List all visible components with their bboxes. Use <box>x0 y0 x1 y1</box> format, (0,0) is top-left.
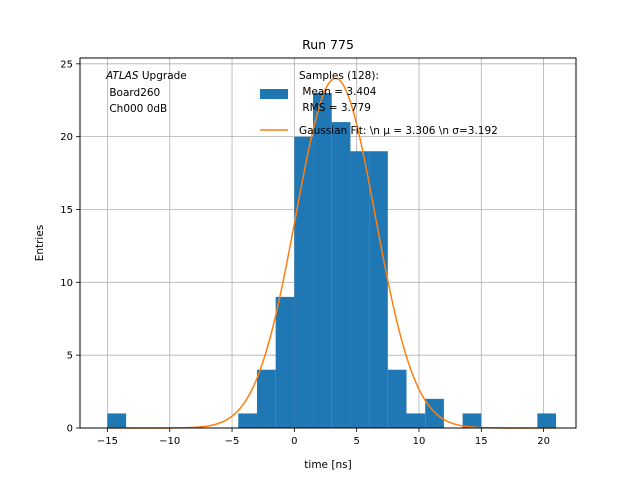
x-axis-ticks: −15 −10 −5 0 5 10 15 20 <box>97 428 550 447</box>
x-tick-label: −15 <box>97 436 118 447</box>
x-tick-label: −10 <box>159 436 180 447</box>
histogram-bar <box>107 413 127 428</box>
histogram-bar <box>294 136 314 428</box>
legend-label-samples: Samples (128): Mean = 3.404 RMS = 3.779 <box>299 70 379 114</box>
y-axis-label: Entries <box>34 225 46 262</box>
chart-title: Run 775 <box>302 37 354 52</box>
x-tick-label: 15 <box>475 436 488 447</box>
histogram-bar <box>238 413 257 428</box>
y-tick-label: 0 <box>67 424 73 435</box>
histogram-bar <box>331 122 351 429</box>
histogram-bar <box>406 413 426 428</box>
histogram-bar <box>275 296 295 428</box>
y-tick-label: 15 <box>60 205 73 216</box>
y-tick-label: 10 <box>60 278 73 289</box>
histogram-bar <box>313 92 332 428</box>
x-tick-label: −5 <box>225 436 240 447</box>
histogram-bar <box>537 413 557 428</box>
legend: Samples (128): Mean = 3.404 RMS = 3.779 … <box>260 70 498 137</box>
x-tick-label: 5 <box>353 436 359 447</box>
y-tick-label: 5 <box>67 351 73 362</box>
upgrade-label: Upgrade <box>139 70 187 82</box>
y-tick-label: 20 <box>60 132 73 143</box>
x-tick-label: 10 <box>413 436 426 447</box>
histogram-bar <box>369 151 388 429</box>
y-axis-ticks: 0 5 10 15 20 25 <box>60 59 80 435</box>
histogram-bar <box>256 369 276 428</box>
plot-frame <box>79 57 577 429</box>
atlas-annotation: ATLAS Upgrade Board260 Ch000 0dB <box>105 70 187 115</box>
y-tick-label: 25 <box>60 59 73 70</box>
legend-samples-line: Mean = 3.404 <box>299 86 377 98</box>
legend-samples-line: RMS = 3.779 <box>299 102 371 114</box>
annotation-board: Board260 <box>106 87 160 99</box>
annotation-line-1: ATLAS Upgrade <box>105 70 187 82</box>
histogram-bar <box>387 369 407 428</box>
histogram-bar <box>462 413 482 428</box>
annotation-channel: Ch000 0dB <box>106 103 167 115</box>
legend-samples-line: Samples (128): <box>299 70 379 82</box>
x-tick-label: 0 <box>291 436 297 447</box>
legend-label-gaussian: Gaussian Fit: \n μ = 3.306 \n σ=3.192 <box>299 125 498 137</box>
legend-swatch-samples <box>260 89 288 99</box>
atlas-label: ATLAS <box>105 70 139 82</box>
x-axis-label: time [ns] <box>304 459 351 471</box>
histogram-bar <box>350 151 370 429</box>
x-tick-label: 20 <box>537 436 550 447</box>
